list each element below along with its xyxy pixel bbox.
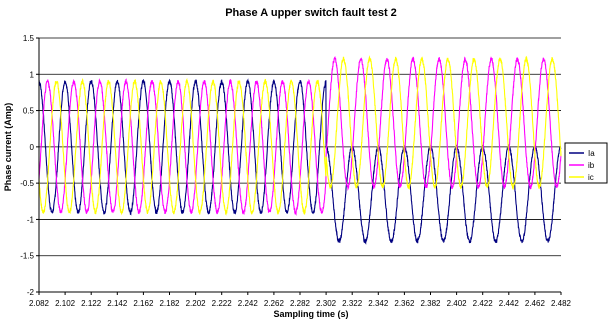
x-tick-label-13: 2.342 <box>368 299 389 308</box>
y-tick-label-6: -1.5 <box>20 252 34 261</box>
x-tick-label-5: 2.182 <box>159 299 180 308</box>
x-tick-label-17: 2.422 <box>473 299 494 308</box>
x-tick-label-0: 2.082 <box>29 299 50 308</box>
x-tick-label-2: 2.122 <box>81 299 102 308</box>
x-tick-label-10: 2.282 <box>290 299 311 308</box>
x-tick-label-18: 2.442 <box>499 299 520 308</box>
x-tick-label-3: 2.142 <box>107 299 128 308</box>
legend-label-ia: Ia <box>588 149 595 158</box>
y-tick-label-3: 0 <box>30 143 35 152</box>
x-tick-label-4: 2.162 <box>133 299 154 308</box>
x-tick-label-11: 2.302 <box>316 299 337 308</box>
series-line-ic <box>38 55 562 216</box>
y-tick-label-1: 1 <box>30 70 35 79</box>
x-tick-label-20: 2.482 <box>551 299 572 308</box>
x-axis-label: Sampling time (s) <box>273 309 348 319</box>
x-tick-label-14: 2.362 <box>394 299 415 308</box>
x-tick-label-15: 2.382 <box>420 299 441 308</box>
y-tick-labels: 1.5 1 0.5 0 -0.5 -1 -1.5 -2 <box>20 34 34 297</box>
chart-title: Phase A upper switch fault test 2 <box>225 7 397 19</box>
legend: Ia ib ic <box>564 142 608 184</box>
y-tick-label-7: -2 <box>27 288 35 297</box>
x-tick-label-19: 2.462 <box>525 299 546 308</box>
x-tick-label-1: 2.102 <box>55 299 76 308</box>
x-tick-label-12: 2.322 <box>342 299 363 308</box>
x-tick-label-16: 2.402 <box>447 299 468 308</box>
series-layer <box>38 55 562 245</box>
y-axis-label: Phase current (Amp) <box>3 103 13 192</box>
x-tick-label-8: 2.242 <box>238 299 259 308</box>
x-tick-labels: 2.082 2.102 2.122 2.142 2.162 2.182 2.202 2.222… <box>29 299 572 308</box>
axes <box>36 37 562 295</box>
x-tick-label-9: 2.262 <box>264 299 285 308</box>
x-tick-label-7: 2.222 <box>212 299 233 308</box>
y-tick-label-0: 1.5 <box>23 34 35 43</box>
legend-label-ib: ib <box>588 161 595 170</box>
y-tick-label-2: 0.5 <box>23 107 35 116</box>
legend-label-ic: ic <box>588 173 594 182</box>
x-tick-label-6: 2.202 <box>186 299 207 308</box>
y-tick-label-5: -1 <box>27 215 35 224</box>
y-tick-label-4: -0.5 <box>20 179 34 188</box>
